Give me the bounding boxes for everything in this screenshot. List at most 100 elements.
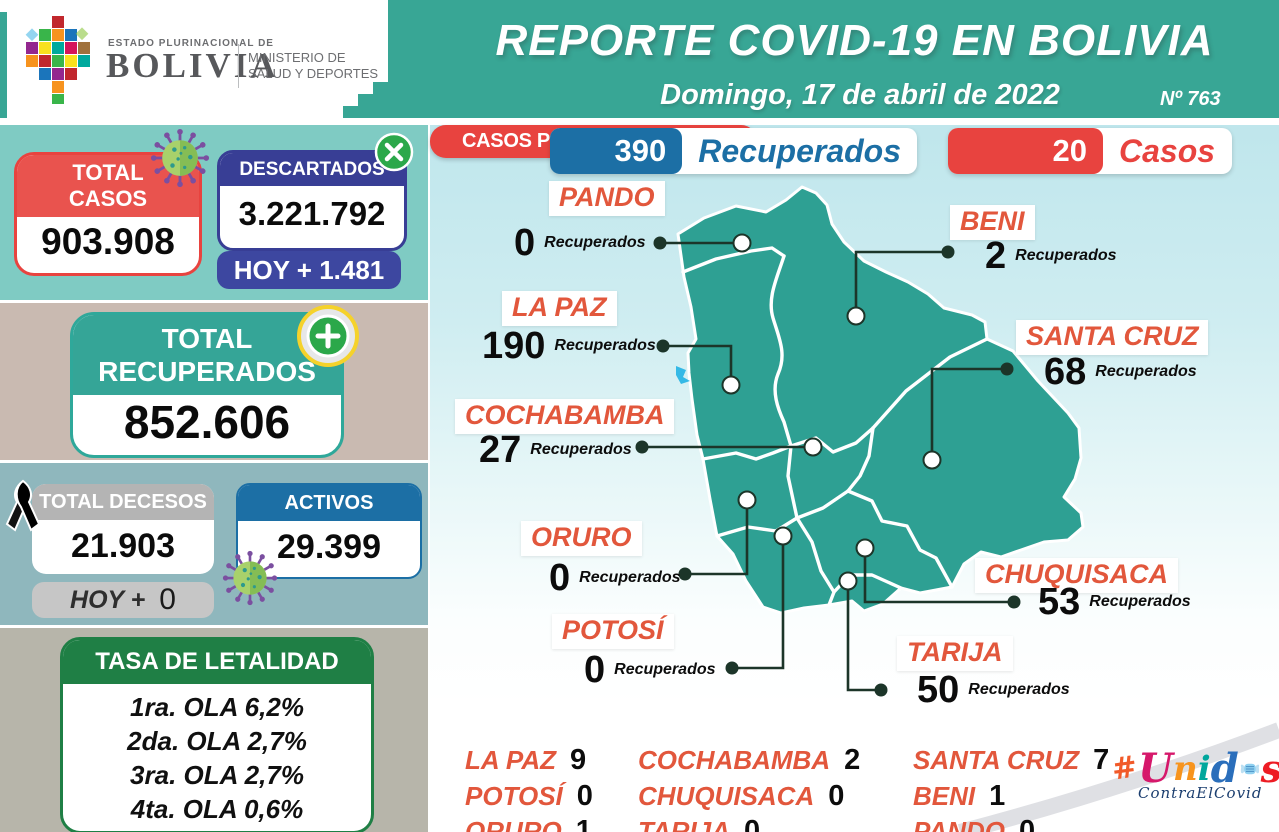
- mourning-ribbon-icon: [5, 479, 41, 532]
- virus-icon: [222, 550, 278, 606]
- case-tarija-value: 0: [743, 815, 761, 832]
- activos-card: ACTIVOS 29.399: [236, 483, 422, 579]
- total-casos-header: TOTAL CASOS: [17, 155, 199, 217]
- case-item-beni: BENI 1: [913, 780, 1005, 813]
- section-divider-3: [0, 625, 428, 628]
- case-pando-name: PANDO: [913, 816, 1005, 832]
- discarded-x-badge-icon: [374, 132, 414, 172]
- descartados-value: 3.221.792: [238, 195, 386, 232]
- tasa-row-1: 1ra. OLA 6,2%: [130, 692, 304, 722]
- department-recovered-cochabamba: 27 Recuperados: [479, 428, 632, 472]
- department-label-chuquisaca: CHUQUISACA: [975, 558, 1179, 593]
- case-item-santa-cruz: SANTA CRUZ 7: [913, 744, 1109, 777]
- descartados-hoy-pill: HOY + 1.481: [217, 251, 401, 289]
- case-tarija-name: TARIJA: [638, 816, 730, 832]
- plus-badge-icon: [297, 305, 359, 367]
- department-recovered-beni: 2 Recuperados: [985, 234, 1117, 278]
- department-markers: [721, 233, 942, 591]
- santa-cruz-unit: Recuperados: [1095, 363, 1197, 380]
- santa-cruz-name: SANTA CRUZ: [1016, 320, 1209, 355]
- teal-steps-shape: [343, 0, 430, 118]
- total-recuperados-label-1: TOTAL: [161, 323, 253, 354]
- chuquisaca-unit: Recuperados: [1089, 593, 1191, 610]
- unidos-wordmark: # U n i d s: [1109, 745, 1279, 792]
- chuquisaca-name: CHUQUISACA: [975, 558, 1179, 593]
- total-decesos-value: 21.903: [71, 526, 175, 565]
- letter-n: n: [1173, 749, 1198, 789]
- bolivia-map: [635, 185, 1085, 697]
- case-oruro-value: 1: [575, 815, 592, 832]
- case-beni-name: BENI: [913, 781, 976, 811]
- logo-estado-text: ESTADO PLURINACIONAL DE: [108, 38, 274, 49]
- total-casos-label-1: TOTAL: [72, 160, 144, 185]
- department-label-santa-cruz: SANTA CRUZ: [1016, 320, 1209, 355]
- cochabamba-name: COCHABAMBA: [455, 399, 675, 434]
- department-label-potosi: POTOSÍ: [552, 614, 674, 649]
- potosi-value: 0: [584, 649, 606, 691]
- case-beni-value: 1: [989, 780, 1006, 812]
- letter-d: d: [1210, 745, 1239, 792]
- case-chuquisaca-name: CHUQUISACA: [638, 781, 815, 811]
- case-item-la-paz: LA PAZ 9: [465, 744, 586, 777]
- ministry-line2: SALUD Y DEPORTES: [248, 66, 379, 81]
- pando-unit: Recuperados: [544, 234, 646, 251]
- bolivia-mosaic-logo-icon: [25, 16, 90, 104]
- report-number: Nº 763: [1160, 88, 1221, 110]
- beni-value: 2: [985, 235, 1007, 277]
- beni-unit: Recuperados: [1015, 247, 1117, 264]
- logo-block: ESTADO PLURINACIONAL DE BOLIVIA MINISTER…: [0, 0, 430, 118]
- decorative-swoosh: [957, 722, 1279, 832]
- report-date: Domingo, 17 de abril de 2022: [660, 79, 1060, 111]
- case-item-chuquisaca: CHUQUISACA 0: [638, 780, 844, 813]
- pando-value: 0: [514, 222, 536, 264]
- case-potosi-value: 0: [576, 780, 593, 812]
- map-panel: 390 Recuperados 2 0 Casos: [430, 125, 1279, 832]
- case-item-pando: PANDO 0: [913, 815, 1035, 832]
- letter-s: s: [1261, 750, 1279, 788]
- case-cochabamba-value: 2: [844, 744, 861, 776]
- department-recovered-oruro: 0 Recuperados: [549, 556, 681, 600]
- department-recovered-tarija: 50 Recuperados: [917, 668, 1070, 712]
- section-divider-2: [0, 460, 428, 463]
- total-recuperados-label-2: RECUPERADOS: [98, 356, 316, 387]
- case-la-paz-name: LA PAZ: [465, 745, 556, 775]
- cases-total-label: Casos: [1119, 132, 1216, 169]
- department-label-beni: BENI: [950, 205, 1035, 240]
- case-santa-cruz-value: 7: [1093, 744, 1110, 776]
- decesos-hoy-pill: HOY + 0: [32, 582, 214, 618]
- page-title: REPORTE COVID-19 EN BOLIVIA: [495, 16, 1214, 65]
- total-decesos-header: TOTAL DECESOS: [32, 484, 214, 520]
- la-paz-name: LA PAZ: [502, 291, 617, 326]
- department-recovered-santa-cruz: 68 Recuperados: [1044, 350, 1197, 394]
- activos-header: ACTIVOS: [238, 485, 420, 521]
- header-separator: [0, 118, 1279, 125]
- total-casos-label-2: CASOS: [68, 186, 148, 211]
- beni-name: BENI: [950, 205, 1035, 240]
- decesos-hoy-value: 0: [159, 583, 176, 616]
- connector-dots: [635, 236, 1021, 697]
- connector-lines: [642, 241, 1014, 692]
- face-mask-icon: [1240, 763, 1259, 775]
- case-oruro-name: ORURO: [465, 816, 562, 832]
- recovered-total-banner: 390 Recuperados: [550, 128, 917, 174]
- case-cochabamba-name: COCHABAMBA: [638, 745, 831, 775]
- virus-icon: [150, 128, 210, 188]
- total-decesos-card: TOTAL DECESOS 21.903: [32, 484, 214, 574]
- letter-u: U: [1138, 745, 1174, 792]
- descartados-card: DESCARTADOS 3.221.792: [217, 150, 407, 251]
- case-potosi-name: POTOSÍ: [465, 781, 563, 811]
- case-chuquisaca-value: 0: [828, 780, 845, 812]
- hashtag-glyph: #: [1109, 749, 1140, 788]
- pando-name: PANDO: [549, 181, 665, 216]
- total-casos-value: 903.908: [41, 221, 175, 262]
- cochabamba-value: 27: [479, 429, 522, 471]
- tasa-row-2: 2da. OLA 2,7%: [127, 726, 307, 756]
- department-label-tarija: TARIJA: [897, 636, 1013, 671]
- oruro-value: 0: [549, 557, 571, 599]
- case-la-paz-value: 9: [570, 744, 587, 776]
- santa-cruz-value: 68: [1044, 351, 1087, 393]
- tasa-row-3: 3ra. OLA 2,7%: [130, 760, 304, 790]
- case-item-tarija: TARIJA 0: [638, 815, 760, 832]
- department-borders: [681, 246, 989, 607]
